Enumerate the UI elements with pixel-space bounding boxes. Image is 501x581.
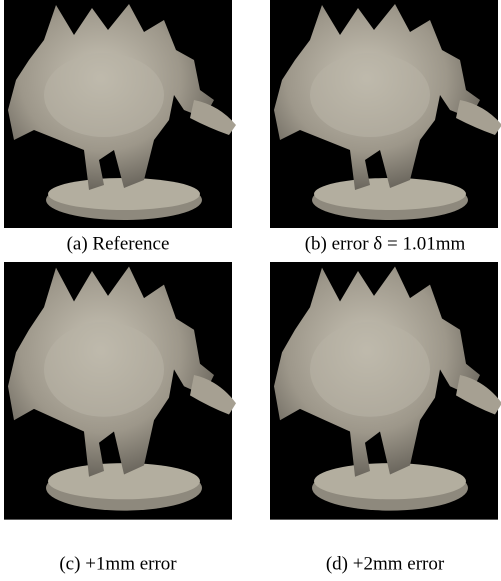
- caption: (c) +1mm error: [59, 553, 177, 574]
- caption: (a) Reference: [67, 233, 170, 254]
- caption: (d) +2mm error: [326, 553, 445, 574]
- panel-b: (b) error δ = 1.01mm: [270, 0, 501, 254]
- panel-c: (c) +1mm error: [4, 262, 236, 574]
- image: [4, 0, 236, 228]
- figure: (a) Reference (b) error δ = 1.01mm (c) +…: [0, 0, 501, 581]
- panel-a: (a) Reference: [4, 0, 236, 254]
- image: [4, 262, 236, 520]
- image: [270, 0, 501, 228]
- panel-d: (d) +2mm error: [270, 262, 501, 574]
- image: [270, 262, 501, 520]
- caption: (b) error δ = 1.01mm: [305, 233, 466, 254]
